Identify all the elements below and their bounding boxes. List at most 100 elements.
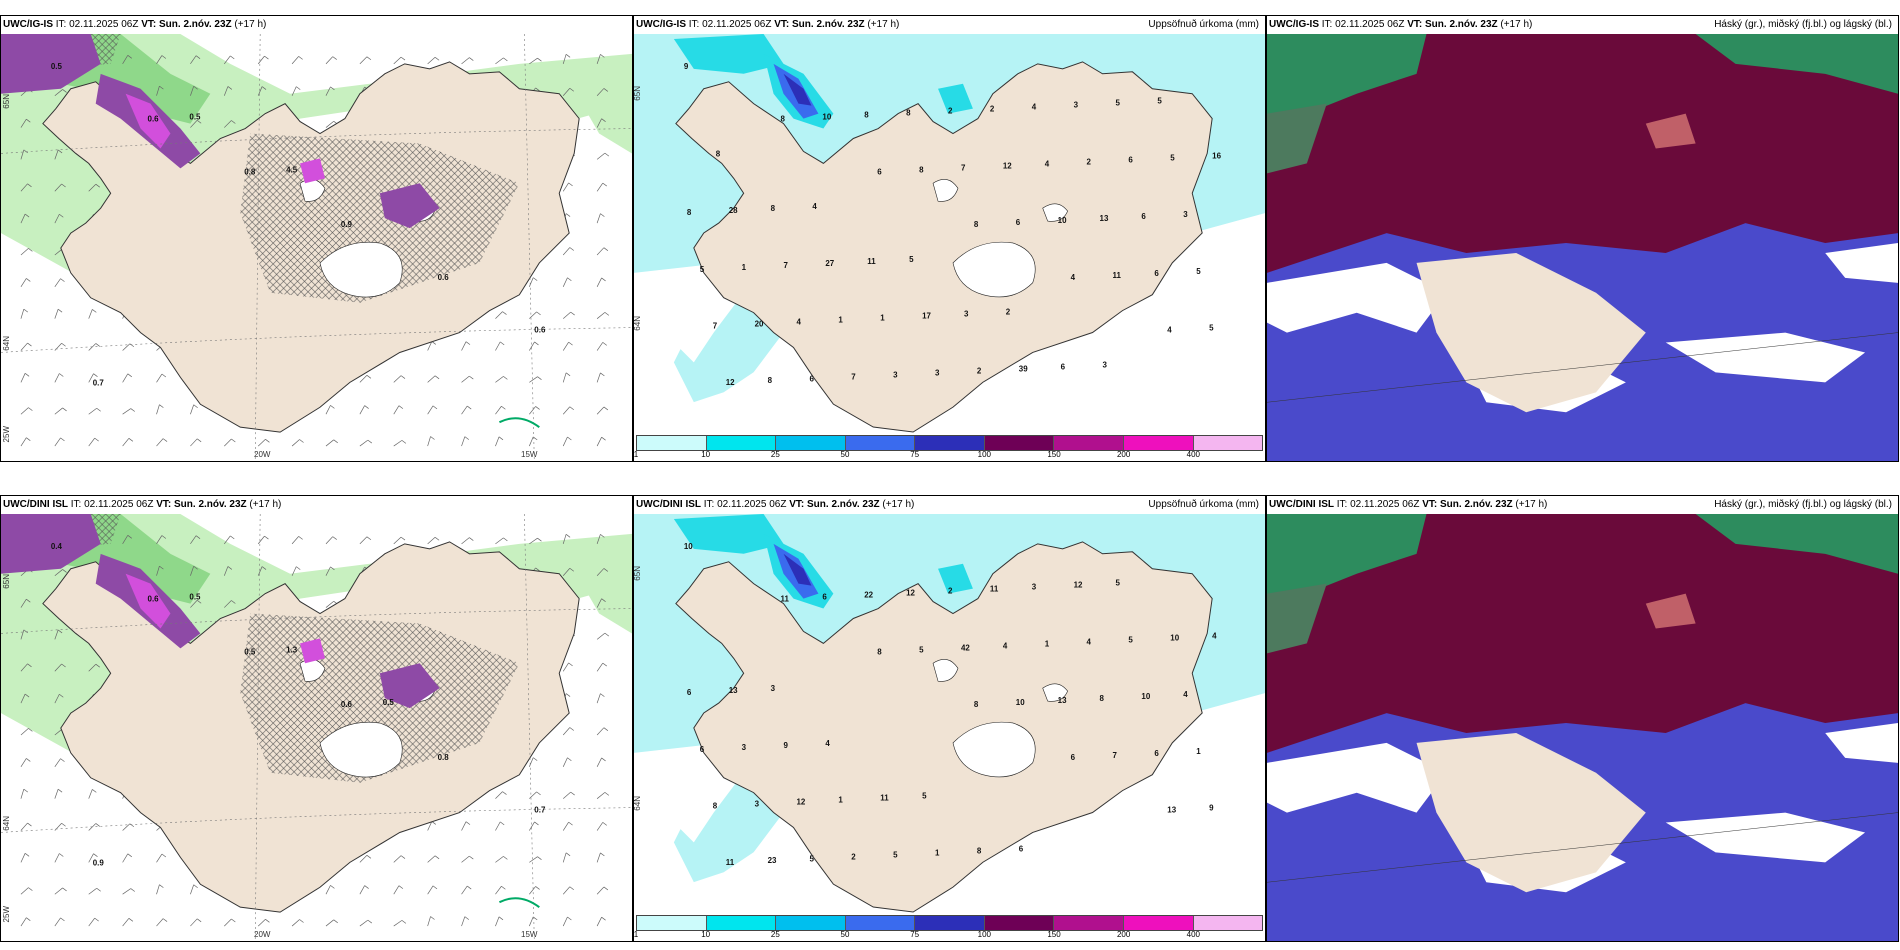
precip-value-label: 11 — [1112, 271, 1121, 280]
wind-value-label: 0.7 — [93, 378, 105, 387]
precip-value-label: 9 — [1209, 804, 1214, 813]
lead-time: (+17 h) — [1515, 499, 1548, 510]
precip-value-label: 8 — [768, 376, 773, 385]
valid-time-label: VT: — [789, 499, 805, 510]
wind-value-label: 0.5 — [244, 647, 256, 656]
colorbar-tick-label: 200 — [1116, 450, 1131, 459]
colorbar-swatch — [1123, 916, 1194, 930]
panel-header: UWC/DINI ISL IT: 02.11.2025 06Z VT: Sun.… — [634, 496, 1265, 514]
precip-value-label: 10 — [1058, 216, 1067, 225]
valid-time-label: VT: — [156, 499, 172, 510]
lat-label: 64N — [2, 816, 11, 831]
lat-label: 65N — [2, 94, 11, 109]
model-name: UWC/IG-IS — [3, 19, 53, 30]
precip-value-label: 1 — [838, 796, 843, 805]
precip-value-label: 10 — [1141, 692, 1150, 701]
wind-value-label: 0.6 — [438, 273, 450, 282]
precip-value-label: 13 — [1100, 214, 1109, 223]
lead-time: (+17 h) — [867, 19, 900, 30]
panel-title: Háský (gr.), miðský (fj.bl.) og lágský (… — [1714, 19, 1892, 30]
lon-label: 15W — [521, 450, 538, 459]
colorbar-tick-label: 100 — [977, 450, 992, 459]
valid-time-label: VT: — [774, 19, 790, 30]
precip-panel: UWC/IG-IS IT: 02.11.2025 06Z VT: Sun. 2.… — [633, 15, 1266, 462]
lat-label: 65N — [633, 566, 642, 581]
precip-value-label: 2 — [1087, 157, 1092, 166]
wind-value-label: 0.8 — [438, 753, 450, 762]
colorbar-tick-label: 10 — [701, 450, 711, 459]
precip-value-label: 11 — [990, 585, 999, 594]
precip-value-label: 13 — [1167, 806, 1176, 815]
init-time: IT: 02.11.2025 06Z — [1336, 499, 1420, 510]
precip-value-label: 12 — [796, 798, 805, 807]
precip-value-label: 8 — [771, 204, 776, 213]
precip-value-label: 3 — [935, 368, 940, 377]
colorbar-tick-label: 75 — [910, 450, 920, 459]
precip-value-label: 2 — [948, 587, 953, 596]
colorbar-swatch — [637, 436, 707, 450]
model-name: UWC/IG-IS — [636, 19, 686, 30]
wind-panel: UWC/DINI ISL IT: 02.11.2025 06Z VT: Sun.… — [0, 495, 633, 942]
precip-value-label: 13 — [1058, 696, 1067, 705]
wind-value-label: 0.5 — [189, 113, 201, 122]
colorbar-swatch — [776, 916, 846, 930]
precip-value-label: 1 — [880, 314, 885, 323]
colorbar-swatch — [984, 916, 1055, 930]
precip-value-label: 7 — [851, 372, 856, 381]
precip-value-label: 4 — [1003, 641, 1008, 650]
panel-title: Uppsöfnuð úrkoma (mm) — [1148, 499, 1259, 510]
precip-value-label: 5 — [893, 850, 898, 859]
precip-value-label: 3 — [771, 684, 776, 693]
precip-value-label: 7 — [961, 163, 966, 172]
precip-map: 1011886131165107923224213685124813221106… — [634, 514, 1265, 913]
lat-label: 64N — [633, 316, 642, 331]
valid-time-label: VT: — [1422, 499, 1438, 510]
wind-value-label: 0.4 — [51, 542, 63, 551]
wind-value-label: 0.7 — [534, 806, 546, 815]
colorbar-swatch — [1054, 916, 1124, 930]
wind-panel: UWC/IG-IS IT: 02.11.2025 06Z VT: Sun. 2.… — [0, 15, 633, 462]
colorbar-swatch — [637, 916, 707, 930]
precip-value-label: 6 — [1154, 269, 1159, 278]
precip-value-label: 6 — [1071, 753, 1076, 762]
precip-value-label: 27 — [825, 259, 834, 268]
model-name: UWC/DINI ISL — [1269, 499, 1334, 510]
colorbar-swatch — [845, 916, 916, 930]
precip-value-label: 1 — [1196, 747, 1201, 756]
precip-panel: UWC/DINI ISL IT: 02.11.2025 06Z VT: Sun.… — [633, 495, 1266, 942]
precip-value-label: 1 — [935, 848, 940, 857]
colorbar-swatch — [776, 436, 846, 450]
init-time: IT: 02.11.2025 06Z — [1321, 19, 1405, 30]
precip-value-label: 3 — [1103, 360, 1108, 369]
precip-value-label: 3 — [742, 743, 747, 752]
precip-value-label: 8 — [1100, 694, 1105, 703]
precip-value-label: 3 — [964, 310, 969, 319]
precip-value-label: 1 — [742, 263, 747, 272]
precip-value-label: 10 — [822, 113, 831, 122]
precip-value-label: 12 — [1003, 161, 1012, 170]
precip-value-label: 6 — [1016, 218, 1021, 227]
lat-label: 64N — [2, 336, 11, 351]
wind-map: 0.5 0.6 0.8 0.9 0.6 0.6 0.7 0.5 4.5 — [1, 34, 632, 461]
colorbar-swatch — [1123, 436, 1194, 450]
precip-value-label: 7 — [784, 261, 789, 270]
colorbar-swatch — [915, 916, 985, 930]
lon-label: 15W — [521, 930, 538, 939]
precip-value-label: 20 — [755, 320, 764, 329]
lat-label: 25W — [2, 906, 11, 923]
lead-time: (+17 h) — [249, 499, 282, 510]
precip-value-label: 8 — [974, 220, 979, 229]
model-name: UWC/DINI ISL — [3, 499, 68, 510]
precip-value-label: 6 — [1061, 362, 1066, 371]
init-time: IT: 02.11.2025 06Z — [70, 499, 154, 510]
init-time: IT: 02.11.2025 06Z — [688, 19, 772, 30]
valid-time: Sun. 2.nóv. 23Z — [159, 19, 232, 30]
precip-value-label: 11 — [867, 257, 876, 266]
precip-value-label: 4 — [1087, 637, 1092, 646]
valid-time-label: VT: — [141, 19, 157, 30]
panel-header: UWC/IG-IS IT: 02.11.2025 06Z VT: Sun. 2.… — [1, 16, 632, 34]
precip-value-label: 4 — [796, 318, 801, 327]
colorbar-tick-label: 25 — [770, 450, 780, 459]
precip-value-label: 3 — [1074, 101, 1079, 110]
precip-value-label: 5 — [809, 854, 814, 863]
